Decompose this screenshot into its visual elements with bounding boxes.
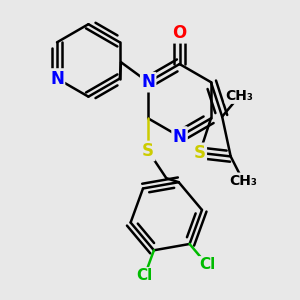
Text: N: N [172, 128, 187, 146]
Text: CH₃: CH₃ [229, 174, 257, 188]
Text: O: O [172, 24, 187, 42]
Text: CH₃: CH₃ [226, 89, 254, 103]
Text: Cl: Cl [199, 257, 215, 272]
Text: S: S [142, 142, 154, 160]
Text: N: N [141, 73, 155, 91]
Text: S: S [194, 144, 206, 162]
Text: Cl: Cl [136, 268, 153, 283]
Text: N: N [50, 70, 64, 88]
